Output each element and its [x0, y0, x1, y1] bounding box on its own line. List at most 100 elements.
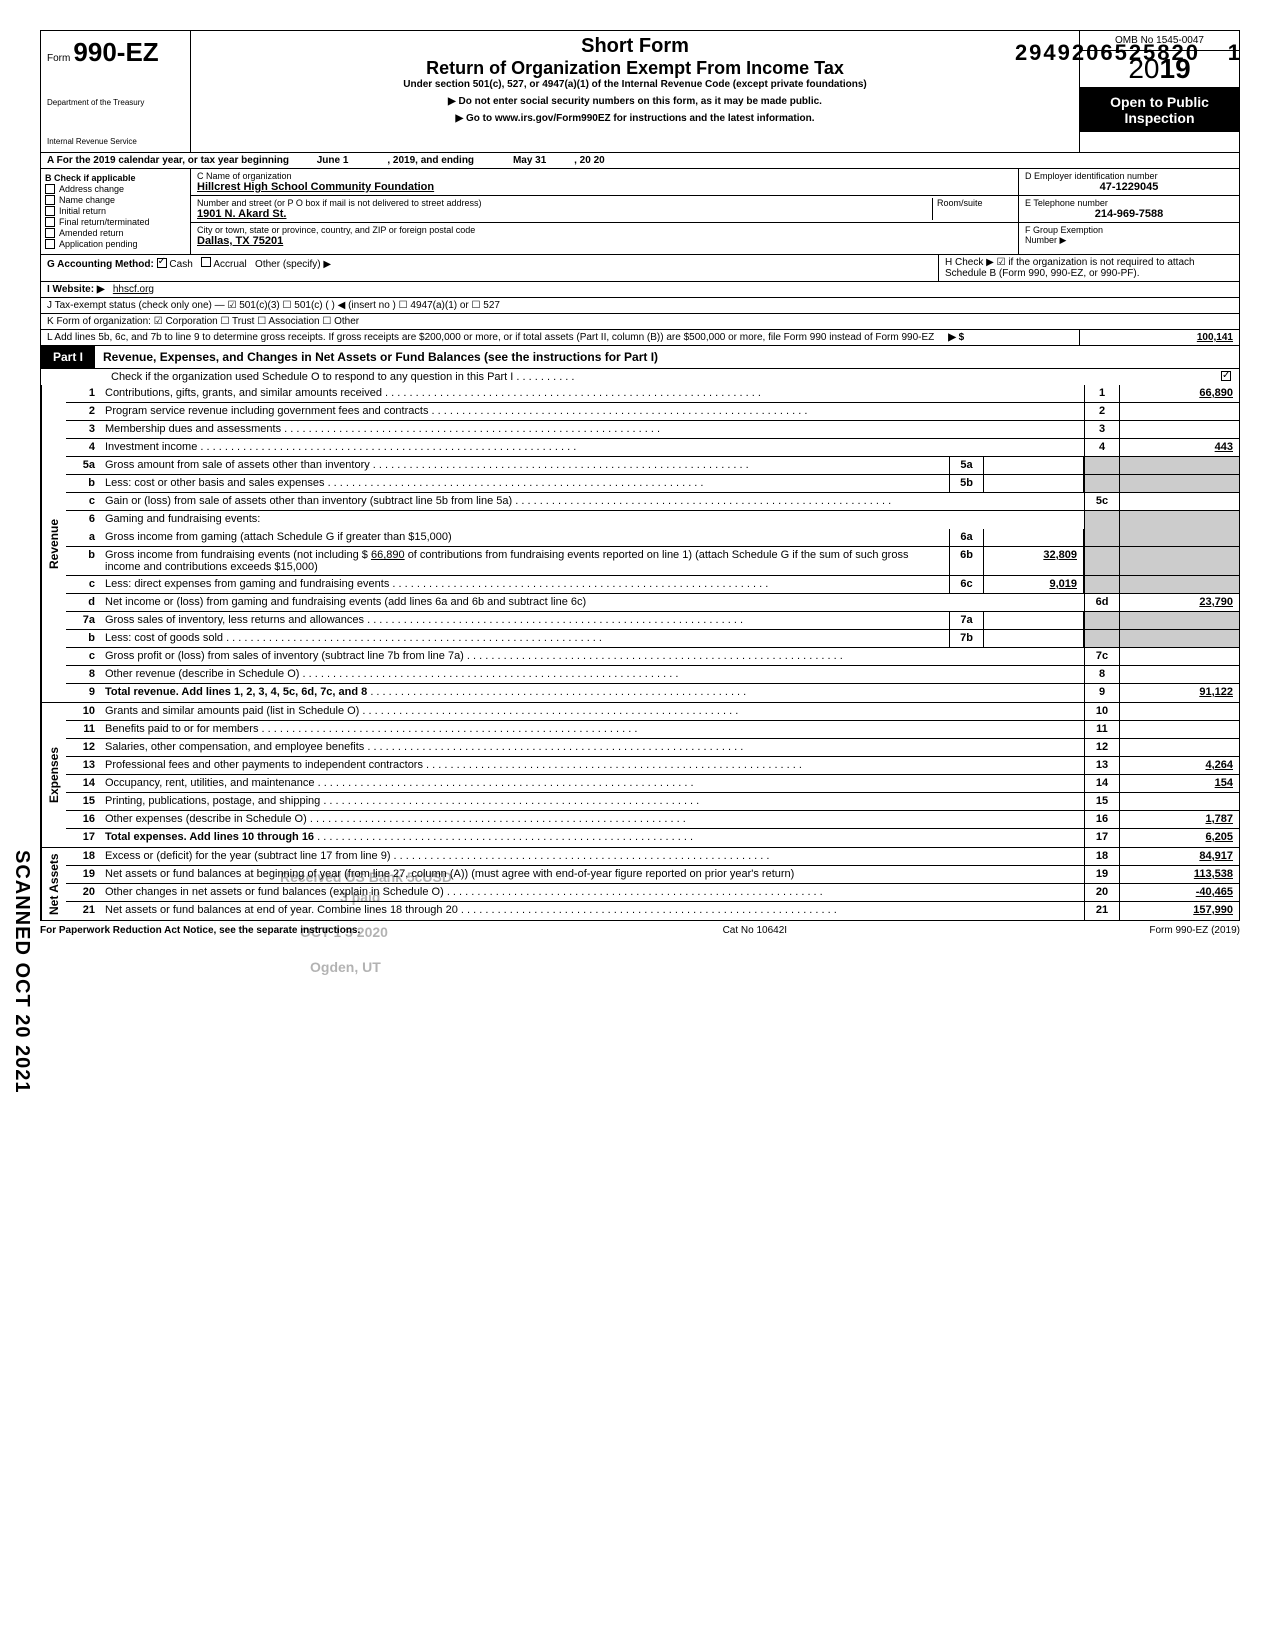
line-18: 18 Excess or (deficit) for the year (sub…: [66, 848, 1239, 866]
revenue-section: Revenue 1 Contributions, gifts, grants, …: [40, 385, 1240, 703]
footer-cat: Cat No 10642I: [723, 925, 788, 936]
b-header: B Check if applicable: [45, 173, 186, 183]
subtitle: Under section 501(c), 527, or 4947(a)(1)…: [199, 79, 1071, 90]
row-a-year: , 20 20: [574, 155, 605, 166]
chk-initial-return[interactable]: Initial return: [45, 206, 186, 216]
c-name-label: C Name of organization: [197, 171, 1012, 181]
chk-accrual[interactable]: [201, 257, 211, 267]
f-group-label2: Number ▶: [1025, 235, 1233, 246]
info-block: B Check if applicable Address change Nam…: [40, 169, 1240, 255]
arrow-ssn: ▶ Do not enter social security numbers o…: [199, 96, 1071, 107]
stamp-date: OCT 1 3 2020: [300, 925, 388, 940]
ein: 47-1229045: [1025, 181, 1233, 193]
section-b: B Check if applicable Address change Nam…: [41, 169, 191, 254]
line-20: 20 Other changes in net assets or fund b…: [66, 884, 1239, 902]
line-5a: 5a Gross amount from sale of assets othe…: [66, 457, 1239, 475]
line-7c: c Gross profit or (loss) from sales of i…: [66, 648, 1239, 666]
line-7b: b Less: cost of goods sold 7b: [66, 630, 1239, 648]
website-value: hhscf.org: [113, 284, 154, 295]
line-17: 17 Total expenses. Add lines 10 through …: [66, 829, 1239, 847]
checkbox-icon: [45, 195, 55, 205]
section-c: C Name of organization Hillcrest High Sc…: [191, 169, 1019, 254]
chk-amended-return[interactable]: Amended return: [45, 228, 186, 238]
line-5c: c Gain or (loss) from sale of assets oth…: [66, 493, 1239, 511]
expenses-lines: 10 Grants and similar amounts paid (list…: [66, 703, 1239, 847]
checkbox-icon: [45, 217, 55, 227]
row-i-website: I Website: ▶ hhscf.org: [40, 282, 1240, 298]
org-street: 1901 N. Akard St.: [197, 208, 932, 220]
row-a-tax-year: A For the 2019 calendar year, or tax yea…: [40, 153, 1240, 169]
row-j-tax-status: J Tax-exempt status (check only one) — ☑…: [40, 298, 1240, 314]
row-k-org-form: K Form of organization: ☑ Corporation ☐ …: [40, 314, 1240, 330]
part1-schedule-o-check: Check if the organization used Schedule …: [40, 369, 1240, 385]
scanned-stamp: SCANNED OCT 20 2021: [10, 850, 33, 1094]
expenses-section: Expenses 10 Grants and similar amounts p…: [40, 703, 1240, 848]
row-a-mid: , 2019, and ending: [387, 155, 474, 166]
org-name: Hillcrest High School Community Foundati…: [197, 181, 1012, 193]
c-city-block: City or town, state or province, country…: [191, 223, 1018, 249]
header-center: Short Form Return of Organization Exempt…: [191, 31, 1079, 152]
d-ein-block: D Employer identification number 47-1229…: [1019, 169, 1239, 196]
expenses-side-label: Expenses: [41, 703, 66, 847]
arrow-url: ▶ Go to www.irs.gov/Form990EZ for instru…: [199, 113, 1071, 124]
open-line1: Open to Public: [1082, 94, 1237, 110]
g-accounting: G Accounting Method: Cash Accrual Other …: [41, 255, 939, 281]
stamp-received: Received US Bank 5cUSD: [280, 870, 452, 885]
return-title: Return of Organization Exempt From Incom…: [199, 58, 1071, 79]
line-15: 15 Printing, publications, postage, and …: [66, 793, 1239, 811]
chk-address-change[interactable]: Address change: [45, 184, 186, 194]
row-a-end: May 31: [513, 155, 546, 166]
line-6: 6 Gaming and fundraising events:: [66, 511, 1239, 529]
form-number: 990-EZ: [73, 37, 158, 67]
line-6b: b Gross income from fundraising events (…: [66, 547, 1239, 576]
room-suite-label: Room/suite: [932, 198, 1012, 220]
net-assets-lines: 18 Excess or (deficit) for the year (sub…: [66, 848, 1239, 920]
checkbox-icon: [45, 184, 55, 194]
line-2: 2 Program service revenue including gove…: [66, 403, 1239, 421]
line-19: 19 Net assets or fund balances at beginn…: [66, 866, 1239, 884]
line-4: 4 Investment income 4 443: [66, 439, 1239, 457]
net-assets-section: Net Assets 18 Excess or (deficit) for th…: [40, 848, 1240, 921]
c-street-label: Number and street (or P O box if mail is…: [197, 198, 932, 208]
form-prefix: Form: [47, 53, 70, 64]
line-13: 13 Professional fees and other payments …: [66, 757, 1239, 775]
line-14: 14 Occupancy, rent, utilities, and maint…: [66, 775, 1239, 793]
f-group-label: F Group Exemption: [1025, 225, 1233, 235]
line-9: 9 Total revenue. Add lines 1, 2, 3, 4, 5…: [66, 684, 1239, 702]
revenue-side-label: Revenue: [41, 385, 66, 702]
dln-number: 2949206525820: [1015, 40, 1200, 66]
line-6a: a Gross income from gaming (attach Sched…: [66, 529, 1239, 547]
chk-final-return[interactable]: Final return/terminated: [45, 217, 186, 227]
stamp-paid: 3 paid: [340, 890, 380, 905]
part1-label: Part I: [41, 346, 95, 368]
c-name-block: C Name of organization Hillcrest High Sc…: [191, 169, 1018, 196]
chk-schedule-o[interactable]: [1221, 371, 1231, 381]
footer-form: Form 990-EZ (2019): [1149, 925, 1240, 936]
chk-cash[interactable]: [157, 258, 167, 268]
checkbox-icon: [45, 206, 55, 216]
e-tel-label: E Telephone number: [1025, 198, 1233, 208]
header-left: Form 990-EZ Department of the Treasury I…: [41, 31, 191, 152]
chk-application-pending[interactable]: Application pending: [45, 239, 186, 249]
row-a-begin: June 1: [317, 155, 349, 166]
row-gh: G Accounting Method: Cash Accrual Other …: [40, 255, 1240, 282]
c-city-label: City or town, state or province, country…: [197, 225, 1012, 235]
l-value: 100,141: [1079, 330, 1239, 345]
line-11: 11 Benefits paid to or for members 11: [66, 721, 1239, 739]
line-5b: b Less: cost or other basis and sales ex…: [66, 475, 1239, 493]
stamp-ogden: Ogden, UT: [310, 960, 381, 975]
short-form-label: Short Form: [199, 35, 1071, 58]
open-public: Open to Public Inspection: [1080, 88, 1239, 132]
part1-title: Revenue, Expenses, and Changes in Net As…: [95, 346, 1239, 368]
h-schedule-b: H Check ▶ ☑ if the organization is not r…: [939, 255, 1239, 281]
revenue-lines: 1 Contributions, gifts, grants, and simi…: [66, 385, 1239, 702]
g-label: G Accounting Method:: [47, 259, 154, 270]
line-6c: c Less: direct expenses from gaming and …: [66, 576, 1239, 594]
chk-name-change[interactable]: Name change: [45, 195, 186, 205]
f-group-block: F Group Exemption Number ▶: [1019, 223, 1239, 248]
part1-header: Part I Revenue, Expenses, and Changes in…: [40, 346, 1240, 369]
net-assets-side-label: Net Assets: [41, 848, 66, 920]
line-6d: d Net income or (loss) from gaming and f…: [66, 594, 1239, 612]
section-def: D Employer identification number 47-1229…: [1019, 169, 1239, 254]
d-ein-label: D Employer identification number: [1025, 171, 1233, 181]
